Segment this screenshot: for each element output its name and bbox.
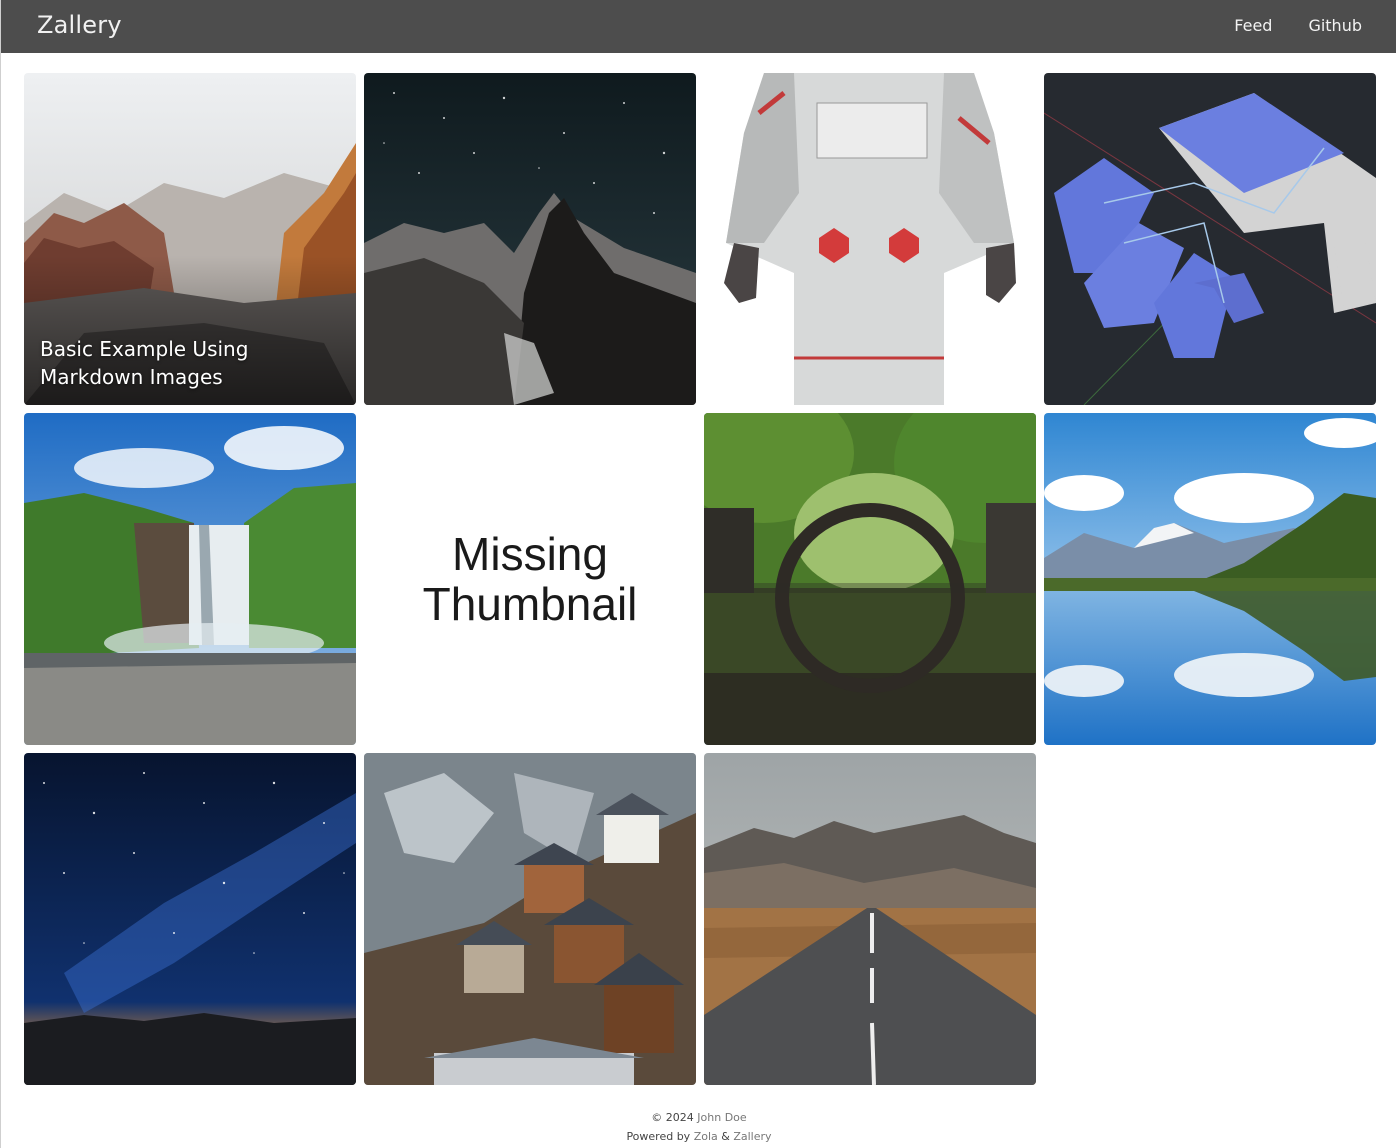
page-footer: © 2024 John Doe Powered by Zola & Zaller… [1, 1108, 1396, 1146]
gallery-tile-title: Basic Example Using Markdown Images [40, 337, 249, 389]
zallery-link[interactable]: Zallery [733, 1130, 772, 1143]
blue-hand-3d-thumbnail [1044, 73, 1376, 405]
missing-thumbnail-placeholder [364, 413, 696, 745]
nav-feed-link[interactable]: Feed [1234, 16, 1273, 35]
powered-by-text: Powered by [626, 1130, 691, 1143]
gallery-tile-waterfall[interactable] [24, 413, 356, 745]
gallery-tile-night-mountain[interactable] [364, 73, 696, 405]
gallery-tile-alpine-village[interactable] [364, 753, 696, 1085]
night-mountain-thumbnail [364, 73, 696, 405]
author-link[interactable]: John Doe [697, 1111, 747, 1124]
gallery-tile-mountain-lake-reflection[interactable] [1044, 413, 1376, 745]
top-navbar: Zallery Feed Github [1, 0, 1396, 53]
gallery-tile-stone-arch-bridge[interactable] [704, 413, 1036, 745]
missing-thumbnail-line2: Thumbnail [422, 578, 638, 630]
gallery-tile-astronaut[interactable] [704, 73, 1036, 405]
waterfall-thumbnail [24, 413, 356, 745]
ampersand-text: & [721, 1130, 730, 1143]
stone-arch-bridge-thumbnail [704, 413, 1036, 745]
milky-way-thumbnail [24, 753, 356, 1085]
mountain-lake-reflection-thumbnail [1044, 413, 1376, 745]
zola-link[interactable]: Zola [693, 1130, 718, 1143]
gallery-tile-canyon[interactable]: Basic Example Using Markdown Images [24, 73, 356, 405]
missing-thumbnail-line1: Missing [452, 528, 608, 580]
nav-links: Feed Github [1234, 16, 1362, 35]
gallery-tile-blue-hand-3d[interactable] [1044, 73, 1376, 405]
gallery-tile-mountain-road[interactable] [704, 753, 1036, 1085]
brand-link[interactable]: Zallery [37, 11, 122, 39]
alpine-village-thumbnail [364, 753, 696, 1085]
mountain-road-thumbnail [704, 753, 1036, 1085]
copyright-text: © 2024 [651, 1111, 694, 1124]
nav-github-link[interactable]: Github [1308, 16, 1362, 35]
gallery-grid: Basic Example Using Markdown Images [24, 73, 1376, 1085]
missing-thumbnail-text: Missing Thumbnail [364, 413, 696, 745]
gallery-tile-missing-thumbnail[interactable]: Missing Thumbnail [364, 413, 696, 745]
footer-powered-line: Powered by Zola & Zallery [1, 1127, 1396, 1146]
canyon-thumbnail [24, 73, 356, 405]
astronaut-thumbnail [704, 73, 1036, 405]
gallery-tile-milky-way[interactable] [24, 753, 356, 1085]
footer-copyright-line: © 2024 John Doe [1, 1108, 1396, 1127]
